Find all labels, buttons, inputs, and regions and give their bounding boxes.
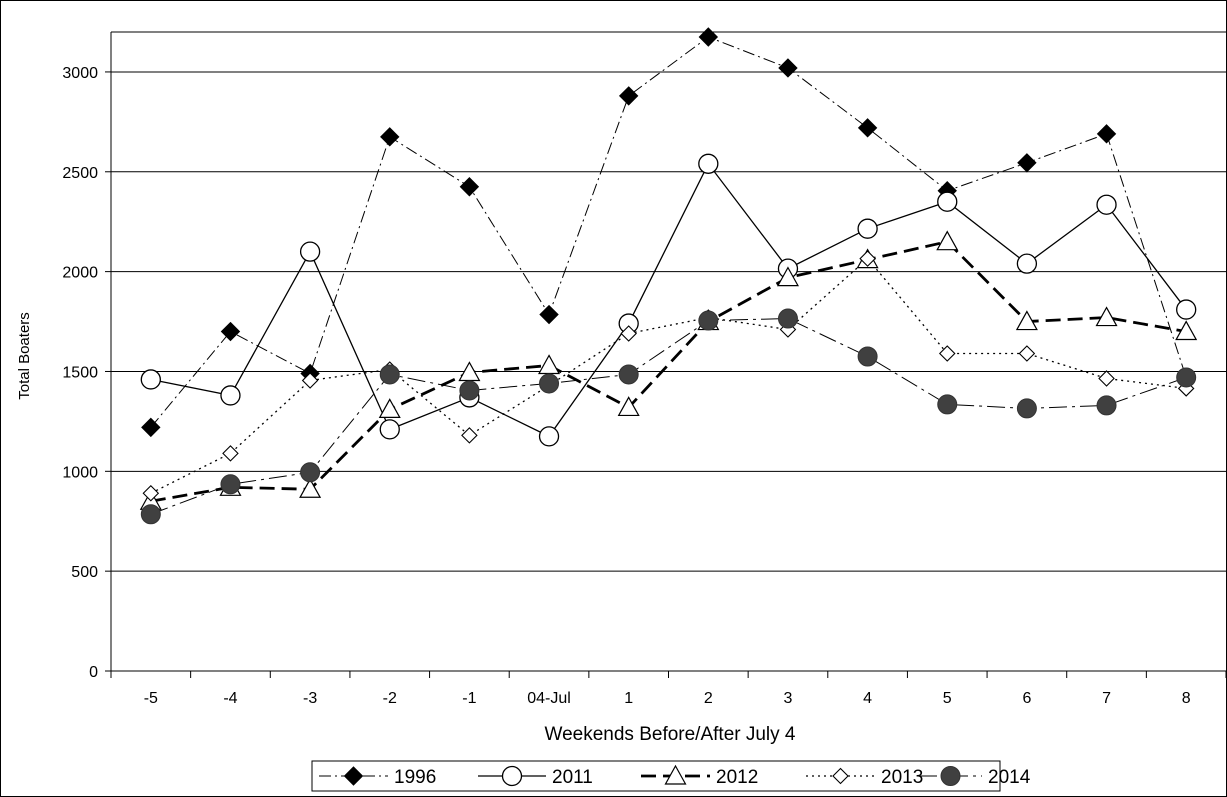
data-point-2013 xyxy=(620,325,637,342)
data-point-2014 xyxy=(220,474,241,495)
legend-marker-2013 xyxy=(832,767,849,785)
legend-label-2014: 2014 xyxy=(988,767,1031,788)
y-tick-label: 3000 xyxy=(62,65,98,82)
legend-marker-2012 xyxy=(664,764,687,785)
x-tick-label: -5 xyxy=(144,690,158,707)
x-tick-label: 2 xyxy=(704,690,713,707)
data-point-2012 xyxy=(1095,306,1118,327)
data-point-2012 xyxy=(299,478,322,498)
legend: 1996 2011 2012 2013 2014 xyxy=(311,760,1031,792)
data-point-2011 xyxy=(299,241,321,262)
y-tick-labels: 0 500 1000 1500 2000 2500 3000 xyxy=(62,65,98,681)
data-point-1996 xyxy=(459,177,480,197)
data-point-1996 xyxy=(220,321,241,342)
series-line-2014 xyxy=(150,318,1187,515)
data-point-2014 xyxy=(1016,398,1037,419)
data-point-2014 xyxy=(777,308,798,329)
data-point-2011 xyxy=(1016,253,1038,274)
x-tick-label: 04-Jul xyxy=(527,690,571,707)
data-point-2014 xyxy=(698,310,719,331)
series-line-1996 xyxy=(150,36,1187,428)
legend-label-1996: 1996 xyxy=(394,767,436,788)
data-point-2011 xyxy=(1176,299,1197,320)
x-tick-label: 5 xyxy=(943,690,952,707)
x-tick-label: -2 xyxy=(383,690,397,707)
data-point-2013 xyxy=(938,345,956,362)
legend-marker-1996 xyxy=(343,766,364,786)
y-tick-label: 1000 xyxy=(62,464,98,481)
data-point-2014 xyxy=(379,364,400,385)
series-group xyxy=(139,27,1198,525)
data-point-2013 xyxy=(1098,370,1115,387)
data-point-2012 xyxy=(378,398,401,419)
data-point-1996 xyxy=(698,27,719,47)
data-point-2013 xyxy=(222,445,239,462)
x-tick-labels: -5 -4 -3 -2 -1 04-Jul 1 2 3 4 5 6 7 8 xyxy=(144,690,1191,707)
x-tick-label: 3 xyxy=(784,690,793,707)
data-point-2013 xyxy=(301,372,319,389)
x-tick-label: -1 xyxy=(462,690,476,707)
x-tick-label: -3 xyxy=(303,690,317,707)
data-point-2013 xyxy=(859,250,876,267)
data-point-2012 xyxy=(936,230,959,251)
x-tick-label: 4 xyxy=(863,690,872,707)
data-point-2013 xyxy=(1018,345,1036,362)
data-point-2014 xyxy=(539,373,560,394)
series-line-2013 xyxy=(150,257,1187,494)
data-point-2014 xyxy=(857,346,878,367)
y-tick-label: 1500 xyxy=(62,364,98,381)
data-point-1996 xyxy=(1096,124,1117,144)
data-point-2014 xyxy=(140,504,161,525)
x-axis-title: Weekends Before/After July 4 xyxy=(545,724,796,745)
data-point-1996 xyxy=(857,118,878,138)
x-tick-label: -4 xyxy=(223,690,237,707)
axes xyxy=(105,32,1227,678)
series-line-2012 xyxy=(150,240,1187,503)
data-point-2011 xyxy=(698,153,719,174)
data-point-2014 xyxy=(300,462,321,483)
data-point-2011 xyxy=(220,385,241,406)
data-point-2013 xyxy=(142,485,160,502)
data-point-2011 xyxy=(538,426,560,447)
data-point-2011 xyxy=(140,369,161,390)
gridlines xyxy=(111,31,1226,572)
data-point-2011 xyxy=(1096,194,1117,215)
data-point-2012 xyxy=(776,266,799,287)
legend-marker-2014 xyxy=(940,766,961,786)
legend-marker-2011 xyxy=(501,765,523,787)
data-point-2014 xyxy=(1096,395,1117,416)
x-tick-label: 1 xyxy=(624,690,633,707)
data-point-1996 xyxy=(539,304,559,325)
x-tick-label: 8 xyxy=(1182,690,1191,707)
data-point-1996 xyxy=(618,86,639,106)
legend-label-2012: 2012 xyxy=(716,767,758,788)
data-point-2014 xyxy=(1176,367,1197,388)
data-point-2013 xyxy=(461,427,478,444)
data-point-1996 xyxy=(778,58,798,78)
data-point-1996 xyxy=(1017,153,1037,173)
series-line-2011 xyxy=(150,162,1187,438)
data-point-2012 xyxy=(1015,310,1038,331)
data-point-2014 xyxy=(618,364,639,385)
y-tick-label: 2000 xyxy=(62,265,98,282)
data-point-2014 xyxy=(459,380,480,401)
y-axis-title: Total Boaters xyxy=(16,312,33,400)
x-tick-label: 7 xyxy=(1102,690,1111,707)
data-point-2014 xyxy=(937,394,958,415)
legend-label-2013: 2013 xyxy=(881,767,923,788)
y-tick-label: 500 xyxy=(71,564,98,581)
data-point-2011 xyxy=(937,191,958,212)
data-point-2011 xyxy=(379,419,400,440)
data-point-2012 xyxy=(1175,320,1198,341)
data-point-2011 xyxy=(857,218,878,239)
data-point-2012 xyxy=(617,396,640,417)
data-point-1996 xyxy=(141,417,161,438)
y-tick-label: 0 xyxy=(89,664,98,681)
data-point-1996 xyxy=(380,127,400,147)
x-tick-label: 6 xyxy=(1022,690,1031,707)
y-tick-label: 2500 xyxy=(62,165,98,182)
legend-label-2011: 2011 xyxy=(552,767,593,788)
